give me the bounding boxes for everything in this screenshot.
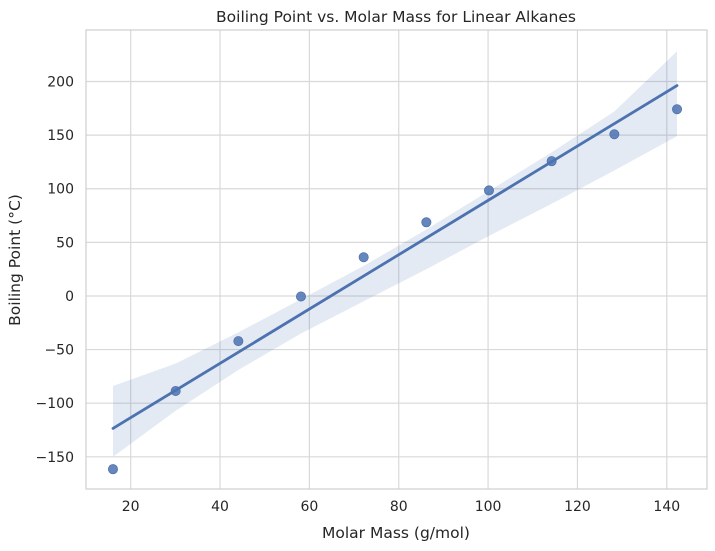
y-tick-label: 100: [47, 182, 74, 198]
y-axis-ticks: −150 −100 −50 0 50 100 150 200: [36, 74, 74, 465]
confidence-band-layer: [113, 51, 677, 457]
x-tick-label: 100: [475, 499, 502, 515]
regression-line-layer: [111, 84, 679, 430]
y-tick-label: 150: [47, 128, 74, 144]
x-axis-label: Molar Mass (g/mol): [322, 524, 470, 542]
scatter-point: [483, 185, 494, 196]
grid: [86, 30, 707, 489]
x-axis-ticks: 20 40 60 80 100 120 140: [122, 499, 680, 515]
y-tick-label: 0: [65, 289, 74, 305]
chart-title: Boiling Point vs. Molar Mass for Linear …: [216, 8, 576, 26]
y-tick-label: −150: [36, 450, 74, 466]
x-tick-label: 40: [211, 499, 229, 515]
y-tick-label: −50: [44, 343, 74, 359]
scatter-point: [170, 385, 181, 396]
scatter-point: [107, 464, 118, 475]
plot-frame: [85, 29, 708, 490]
scatter-point: [609, 129, 620, 140]
y-axis-label: Boiling Point (°C): [6, 194, 24, 326]
plot-area: [86, 30, 707, 489]
y-tick-label: 200: [47, 74, 74, 90]
x-tick-label: 80: [390, 499, 408, 515]
scatter-point: [233, 336, 244, 347]
x-tick-label: 20: [122, 499, 140, 515]
scatter-point: [421, 217, 432, 228]
confidence-band: [113, 51, 677, 457]
scatter-point: [546, 156, 557, 167]
y-tick-label: 50: [56, 235, 74, 251]
scatter-point: [358, 252, 369, 263]
x-tick-label: 120: [564, 499, 591, 515]
y-tick-label: −100: [36, 396, 74, 412]
x-tick-label: 140: [653, 499, 680, 515]
regression-line: [111, 84, 679, 430]
scatter-points-layer: [107, 104, 683, 475]
scatter-point: [672, 104, 683, 115]
x-tick-label: 60: [300, 499, 318, 515]
scatter-point: [295, 291, 306, 302]
